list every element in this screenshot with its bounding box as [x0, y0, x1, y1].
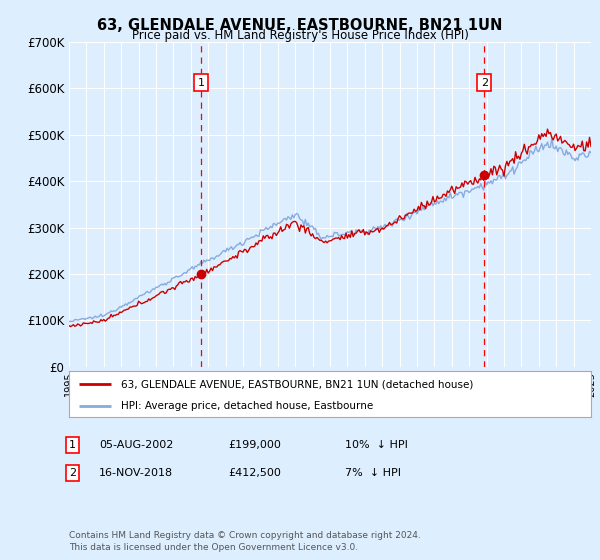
Text: 16-NOV-2018: 16-NOV-2018 — [99, 468, 173, 478]
Text: Price paid vs. HM Land Registry's House Price Index (HPI): Price paid vs. HM Land Registry's House … — [131, 29, 469, 42]
Text: 05-AUG-2002: 05-AUG-2002 — [99, 440, 173, 450]
Text: Contains HM Land Registry data © Crown copyright and database right 2024.: Contains HM Land Registry data © Crown c… — [69, 531, 421, 540]
Text: This data is licensed under the Open Government Licence v3.0.: This data is licensed under the Open Gov… — [69, 543, 358, 552]
Text: HPI: Average price, detached house, Eastbourne: HPI: Average price, detached house, East… — [121, 401, 373, 410]
Text: £199,000: £199,000 — [228, 440, 281, 450]
Text: 10%  ↓ HPI: 10% ↓ HPI — [345, 440, 408, 450]
Text: 63, GLENDALE AVENUE, EASTBOURNE, BN21 1UN (detached house): 63, GLENDALE AVENUE, EASTBOURNE, BN21 1U… — [121, 379, 473, 389]
Text: 1: 1 — [69, 440, 76, 450]
Text: 63, GLENDALE AVENUE, EASTBOURNE, BN21 1UN: 63, GLENDALE AVENUE, EASTBOURNE, BN21 1U… — [97, 18, 503, 33]
Text: £412,500: £412,500 — [228, 468, 281, 478]
Text: 2: 2 — [481, 78, 488, 87]
Text: 2: 2 — [69, 468, 76, 478]
Text: 1: 1 — [197, 78, 205, 87]
Text: 7%  ↓ HPI: 7% ↓ HPI — [345, 468, 401, 478]
